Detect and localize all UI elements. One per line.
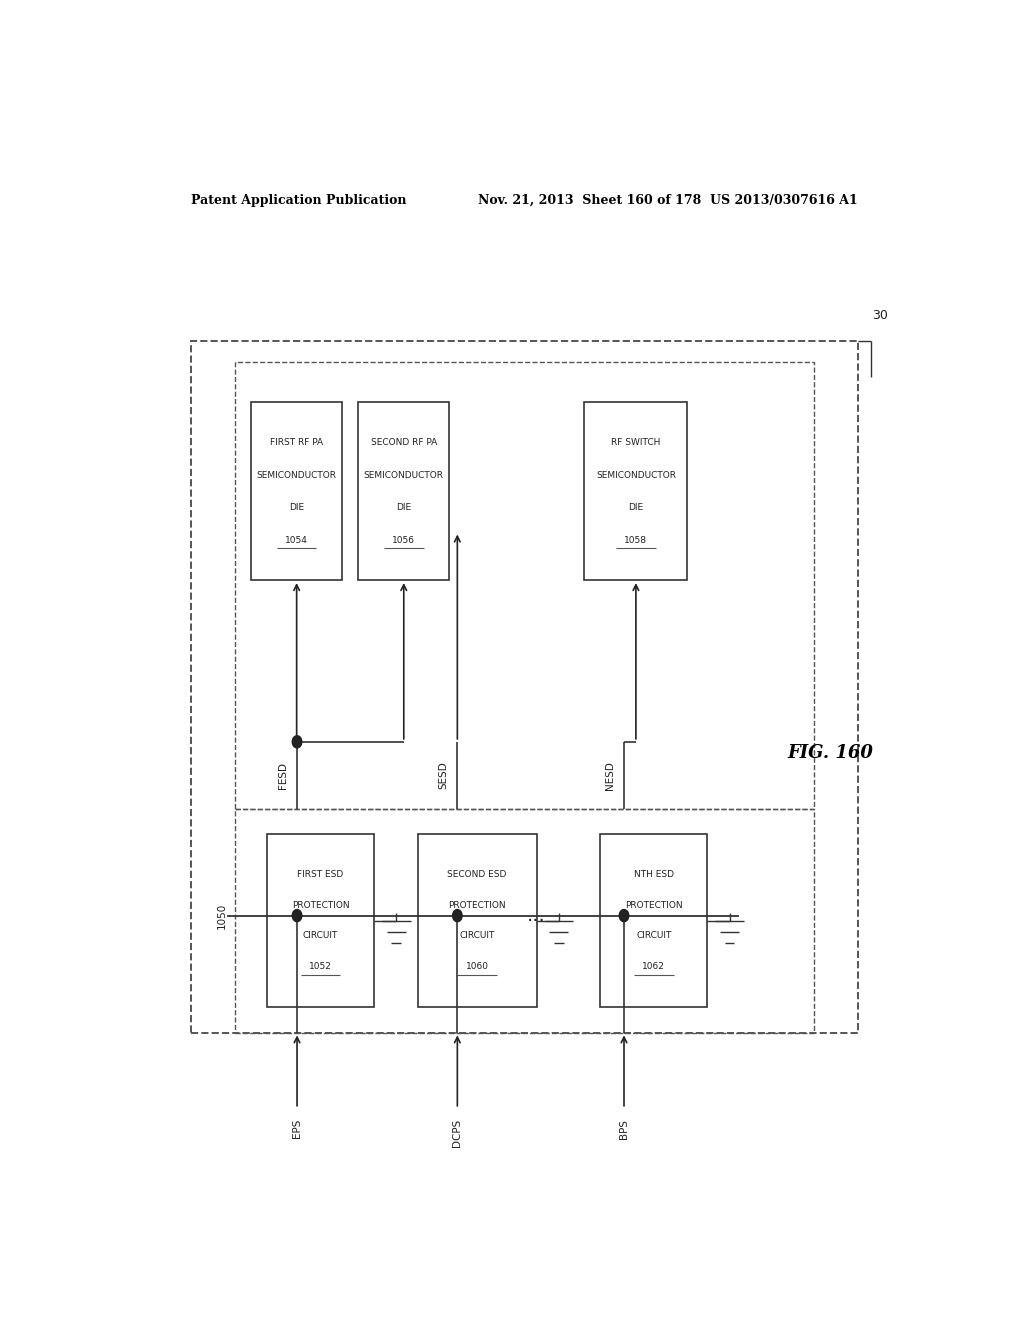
- Text: Patent Application Publication: Patent Application Publication: [191, 194, 407, 207]
- Text: 1056: 1056: [392, 536, 416, 545]
- Bar: [418, 834, 537, 1007]
- Bar: [358, 403, 450, 581]
- Text: NESD: NESD: [605, 760, 614, 789]
- Text: SEMICONDUCTOR: SEMICONDUCTOR: [364, 470, 443, 479]
- Bar: [191, 342, 858, 1032]
- Text: SEMICONDUCTOR: SEMICONDUCTOR: [596, 470, 676, 479]
- Text: 1062: 1062: [642, 962, 666, 972]
- Text: 1050: 1050: [217, 903, 226, 929]
- Text: ...: ...: [527, 906, 546, 925]
- Text: SEMICONDUCTOR: SEMICONDUCTOR: [257, 470, 337, 479]
- Text: BPS: BPS: [618, 1119, 629, 1139]
- Bar: [267, 834, 374, 1007]
- Text: CIRCUIT: CIRCUIT: [303, 932, 338, 940]
- Text: PROTECTION: PROTECTION: [449, 902, 506, 909]
- Bar: [236, 809, 814, 1032]
- Text: FIRST ESD: FIRST ESD: [297, 870, 344, 879]
- Text: RF SWITCH: RF SWITCH: [611, 438, 660, 447]
- Circle shape: [453, 909, 462, 921]
- Text: 1060: 1060: [466, 962, 488, 972]
- Bar: [236, 362, 814, 809]
- Text: 1058: 1058: [625, 536, 647, 545]
- Bar: [585, 403, 687, 581]
- Circle shape: [292, 735, 302, 748]
- Text: DIE: DIE: [396, 503, 412, 512]
- Text: NTH ESD: NTH ESD: [634, 870, 674, 879]
- Circle shape: [292, 909, 302, 921]
- Text: DIE: DIE: [629, 503, 643, 512]
- Text: Nov. 21, 2013  Sheet 160 of 178  US 2013/0307616 A1: Nov. 21, 2013 Sheet 160 of 178 US 2013/0…: [478, 194, 858, 207]
- Text: FESD: FESD: [278, 762, 288, 789]
- Text: SECOND RF PA: SECOND RF PA: [371, 438, 437, 447]
- Text: 30: 30: [871, 309, 888, 322]
- Text: FIG. 160: FIG. 160: [787, 744, 873, 762]
- Text: DCPS: DCPS: [453, 1119, 463, 1147]
- Text: EPS: EPS: [292, 1119, 302, 1138]
- Bar: [600, 834, 708, 1007]
- Text: DIE: DIE: [289, 503, 304, 512]
- Text: SESD: SESD: [438, 762, 449, 789]
- Text: 1054: 1054: [286, 536, 308, 545]
- Text: SECOND ESD: SECOND ESD: [447, 870, 507, 879]
- Text: CIRCUIT: CIRCUIT: [460, 932, 495, 940]
- Text: PROTECTION: PROTECTION: [292, 902, 349, 909]
- Text: CIRCUIT: CIRCUIT: [636, 932, 672, 940]
- Text: PROTECTION: PROTECTION: [625, 902, 683, 909]
- Bar: [251, 403, 342, 581]
- Circle shape: [620, 909, 629, 921]
- Text: 1052: 1052: [309, 962, 332, 972]
- Text: FIRST RF PA: FIRST RF PA: [270, 438, 324, 447]
